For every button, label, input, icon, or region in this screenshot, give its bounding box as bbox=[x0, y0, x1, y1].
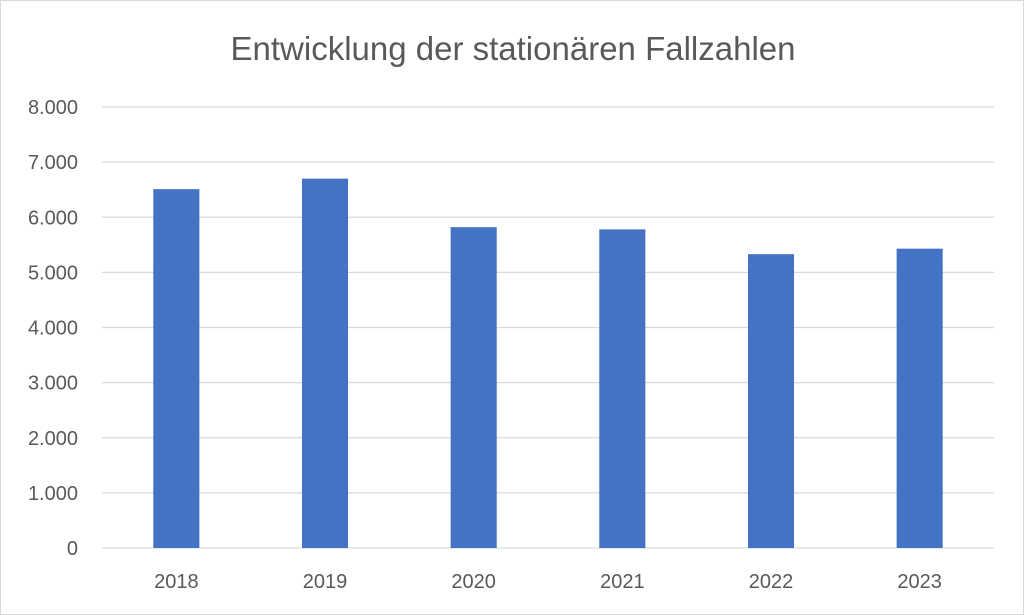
x-tick-label-2022: 2022 bbox=[749, 571, 794, 593]
bar-2018 bbox=[153, 189, 200, 549]
bar-2019 bbox=[301, 178, 349, 548]
y-tick-label-2: 2.000 bbox=[28, 428, 78, 450]
y-tick-label-7: 7.000 bbox=[28, 152, 78, 174]
chart-title: Entwicklung der stationären Fallzahlen bbox=[231, 30, 796, 67]
x-tick-label-2023: 2023 bbox=[897, 571, 942, 593]
y-tick-label-8: 8.000 bbox=[28, 97, 78, 119]
gridlines bbox=[102, 106, 994, 549]
bar-2021 bbox=[599, 229, 646, 548]
bar-2022 bbox=[747, 254, 795, 548]
bars bbox=[153, 178, 943, 549]
bar-2020 bbox=[450, 227, 497, 549]
y-tick-label-1: 1.000 bbox=[28, 483, 78, 505]
bar-2023 bbox=[896, 248, 943, 548]
x-axis-tick-labels: 2018 2019 2020 2021 2022 2023 bbox=[154, 571, 942, 593]
x-tick-label-2021: 2021 bbox=[600, 571, 645, 593]
x-tick-label-2020: 2020 bbox=[451, 571, 496, 593]
y-axis-tick-labels: 0 1.000 2.000 3.000 4.000 5.000 6.000 7.000 8.00… bbox=[28, 97, 78, 560]
x-tick-label-2019: 2019 bbox=[303, 571, 348, 593]
y-tick-label-4: 4.000 bbox=[28, 318, 78, 340]
y-tick-label-3: 3.000 bbox=[28, 373, 78, 395]
x-tick-label-2018: 2018 bbox=[154, 571, 199, 593]
y-tick-label-6: 6.000 bbox=[28, 207, 78, 229]
y-tick-label-0: 0 bbox=[67, 538, 78, 560]
y-tick-label-5: 5.000 bbox=[28, 262, 78, 284]
